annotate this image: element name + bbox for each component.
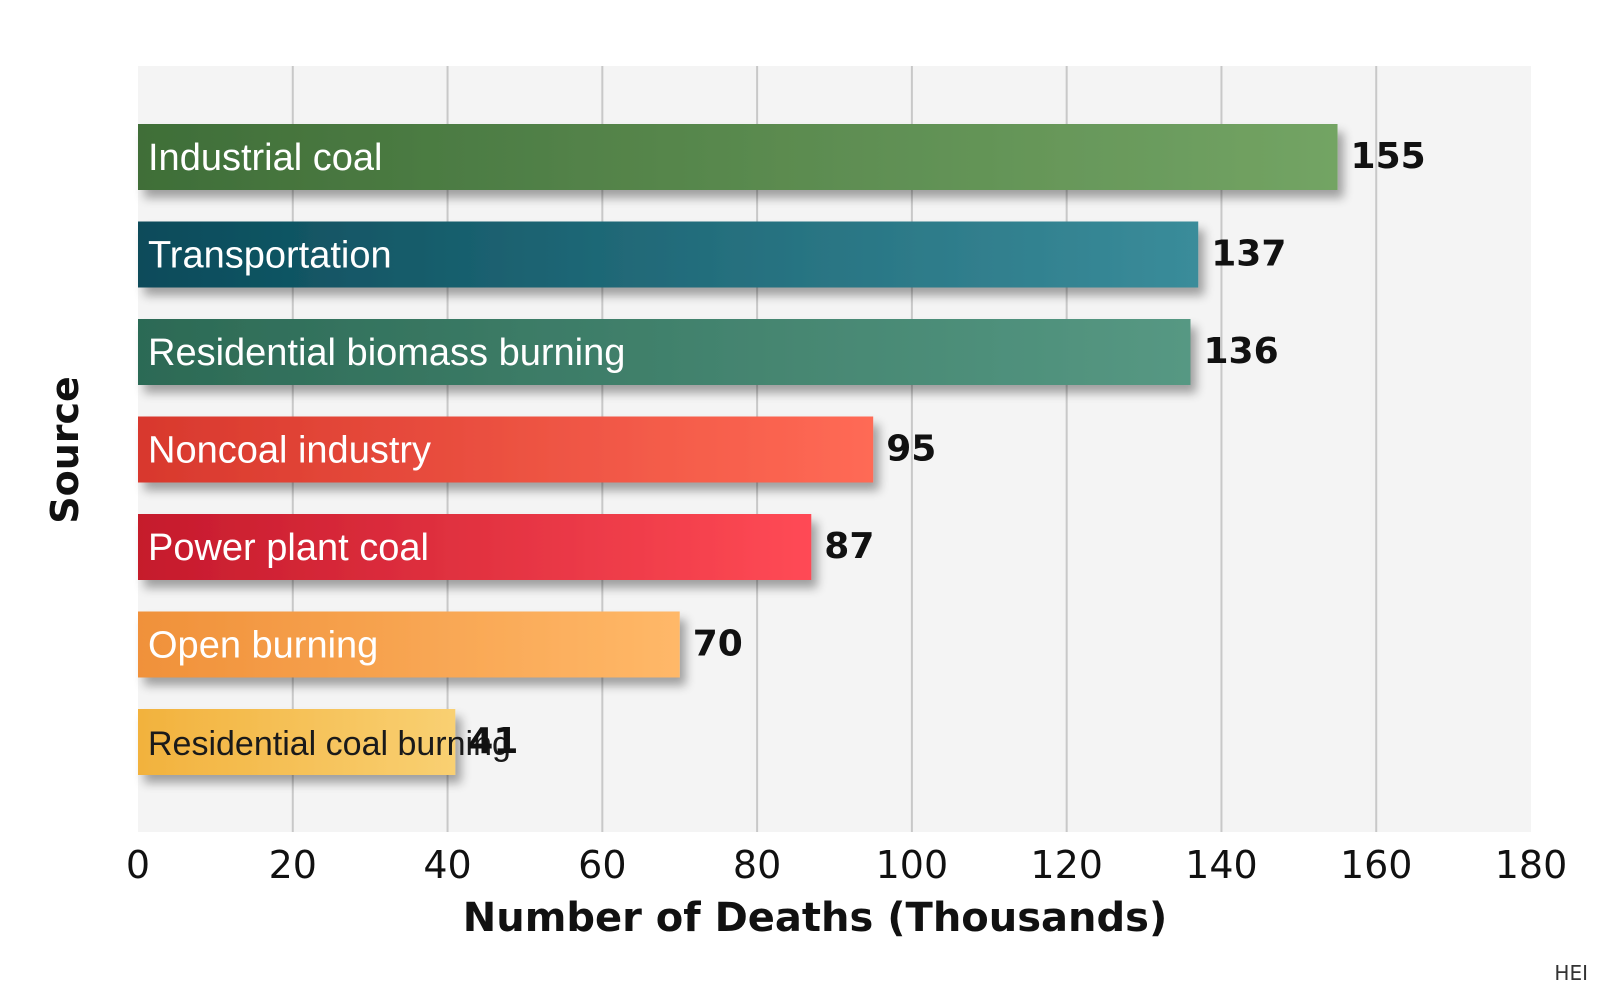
- credit-text: HEI: [1554, 961, 1588, 985]
- bar-value-label: 95: [886, 429, 936, 470]
- bar-category-label: Residential biomass burning: [148, 332, 625, 374]
- bar-group: Power plant coal 87: [138, 514, 874, 580]
- bar: [138, 319, 1191, 385]
- bar: [138, 709, 456, 775]
- bar-category-label: Industrial coal: [148, 137, 382, 179]
- bar-value-label: 136: [1203, 331, 1278, 372]
- x-tick-label: 20: [269, 843, 317, 887]
- x-tick-label: 100: [876, 843, 949, 887]
- x-tick-label: 160: [1340, 843, 1413, 887]
- bar-group: Transportation 137: [138, 221, 1286, 288]
- x-tick-label: 140: [1185, 843, 1258, 887]
- x-tick-label: 60: [578, 843, 626, 887]
- x-tick-label: 120: [1030, 843, 1103, 887]
- bar: [138, 611, 680, 678]
- bar-group: Residential biomass burning 136: [138, 319, 1279, 385]
- bar: [138, 514, 812, 580]
- bar: [138, 416, 874, 483]
- x-tick-label: 0: [126, 843, 150, 887]
- bar: [138, 124, 1338, 190]
- x-tick-label: 40: [423, 843, 471, 887]
- bar-category-label: Open burning: [148, 625, 378, 667]
- bar-category-label: Power plant coal: [148, 527, 429, 569]
- bar-value-label: 155: [1351, 136, 1426, 177]
- bar-category-label: Residential coal burning: [148, 725, 511, 763]
- bar-category-label: Transportation: [148, 235, 392, 277]
- bar-group: Noncoal industry 95: [138, 416, 936, 483]
- x-axis-title: Number of Deaths (Thousands): [463, 895, 1168, 941]
- bars: Industrial coal 155 Transportation 137 Resid…: [138, 124, 1426, 775]
- bar-value-label: 137: [1211, 234, 1286, 275]
- x-tick-label: 180: [1495, 843, 1568, 887]
- bar-value-label: 87: [824, 526, 874, 567]
- bar-group: Open burning 70: [138, 611, 743, 678]
- bar-category-label: Noncoal industry: [148, 430, 431, 472]
- bar-value-label: 70: [693, 624, 743, 665]
- x-axis-ticks: 0 20 40 60 80 100 120 140 160 180: [126, 843, 1567, 887]
- x-tick-label: 80: [733, 843, 781, 887]
- bar-group: Industrial coal 155: [138, 124, 1426, 190]
- y-axis-title: Source: [43, 376, 87, 524]
- bar: [138, 221, 1199, 288]
- bar-value-label: 41: [468, 721, 518, 762]
